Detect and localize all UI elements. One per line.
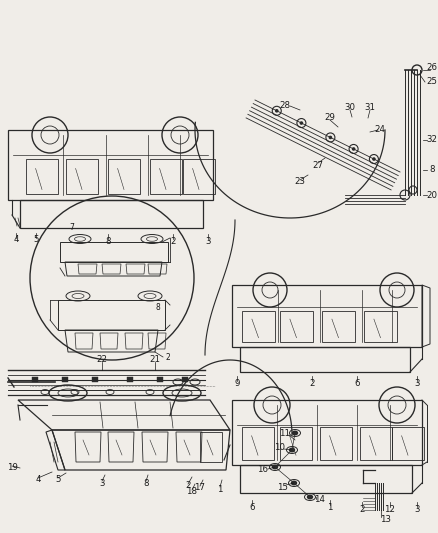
Ellipse shape — [307, 495, 312, 499]
Text: 8: 8 — [105, 237, 111, 246]
Text: 24: 24 — [374, 125, 385, 134]
Bar — [92, 377, 98, 382]
Text: 10: 10 — [275, 442, 286, 451]
Circle shape — [300, 121, 303, 125]
Text: 13: 13 — [381, 514, 392, 523]
Circle shape — [372, 157, 376, 161]
Text: 1: 1 — [217, 484, 223, 494]
Text: 9: 9 — [234, 378, 240, 387]
Text: 17: 17 — [194, 483, 205, 492]
Text: 4: 4 — [13, 236, 19, 245]
Text: 22: 22 — [96, 356, 107, 365]
Text: 5: 5 — [55, 475, 61, 484]
Text: 2: 2 — [309, 378, 315, 387]
Ellipse shape — [272, 465, 278, 469]
Text: 6: 6 — [354, 378, 360, 387]
Text: 2: 2 — [359, 505, 365, 513]
Text: 6: 6 — [249, 503, 255, 512]
Ellipse shape — [292, 481, 297, 484]
Bar — [322, 311, 355, 342]
Circle shape — [352, 147, 355, 151]
Text: 4: 4 — [35, 475, 41, 484]
Bar — [183, 159, 215, 195]
Text: 23: 23 — [294, 177, 305, 187]
Bar — [26, 159, 58, 195]
Text: 2: 2 — [166, 353, 170, 362]
Text: 28: 28 — [279, 101, 290, 109]
Bar — [242, 427, 274, 460]
Bar — [320, 427, 352, 460]
Bar — [364, 311, 397, 342]
Bar — [392, 427, 424, 460]
Text: 27: 27 — [312, 160, 324, 169]
Circle shape — [275, 109, 279, 112]
Text: 18: 18 — [187, 488, 198, 497]
Text: 2: 2 — [185, 481, 191, 490]
Bar — [32, 377, 38, 382]
Bar — [242, 311, 275, 342]
Text: 12: 12 — [385, 505, 396, 513]
Text: 20: 20 — [427, 190, 438, 199]
Text: 32: 32 — [427, 135, 438, 144]
Text: 3: 3 — [414, 505, 420, 513]
Bar — [127, 377, 133, 382]
Ellipse shape — [290, 448, 294, 452]
Bar — [157, 377, 163, 382]
Ellipse shape — [293, 431, 297, 435]
Text: 2: 2 — [170, 237, 176, 246]
Text: 19: 19 — [7, 464, 18, 472]
Bar — [62, 377, 68, 382]
Text: 16: 16 — [258, 465, 268, 474]
Bar — [182, 377, 188, 382]
Text: 25: 25 — [427, 77, 438, 86]
Bar — [280, 427, 312, 460]
Bar — [66, 159, 98, 195]
Text: 8: 8 — [155, 303, 160, 312]
Text: 5: 5 — [33, 236, 39, 245]
Bar — [150, 159, 182, 195]
Text: 3: 3 — [99, 479, 105, 488]
Text: 1: 1 — [327, 503, 333, 512]
Bar — [108, 159, 140, 195]
Text: 15: 15 — [278, 482, 289, 491]
Text: 26: 26 — [427, 63, 438, 72]
Circle shape — [328, 135, 332, 139]
Text: 31: 31 — [364, 103, 375, 112]
Bar — [360, 427, 392, 460]
Text: 29: 29 — [325, 114, 336, 123]
Text: 11: 11 — [279, 430, 290, 439]
Bar — [280, 311, 313, 342]
Text: 14: 14 — [314, 496, 325, 505]
Text: 8: 8 — [143, 479, 149, 488]
Text: 3: 3 — [414, 378, 420, 387]
Text: 3: 3 — [205, 237, 211, 246]
Text: 30: 30 — [345, 103, 356, 112]
Text: 7: 7 — [70, 223, 74, 232]
Text: 8: 8 — [429, 166, 435, 174]
Text: 21: 21 — [149, 356, 160, 365]
